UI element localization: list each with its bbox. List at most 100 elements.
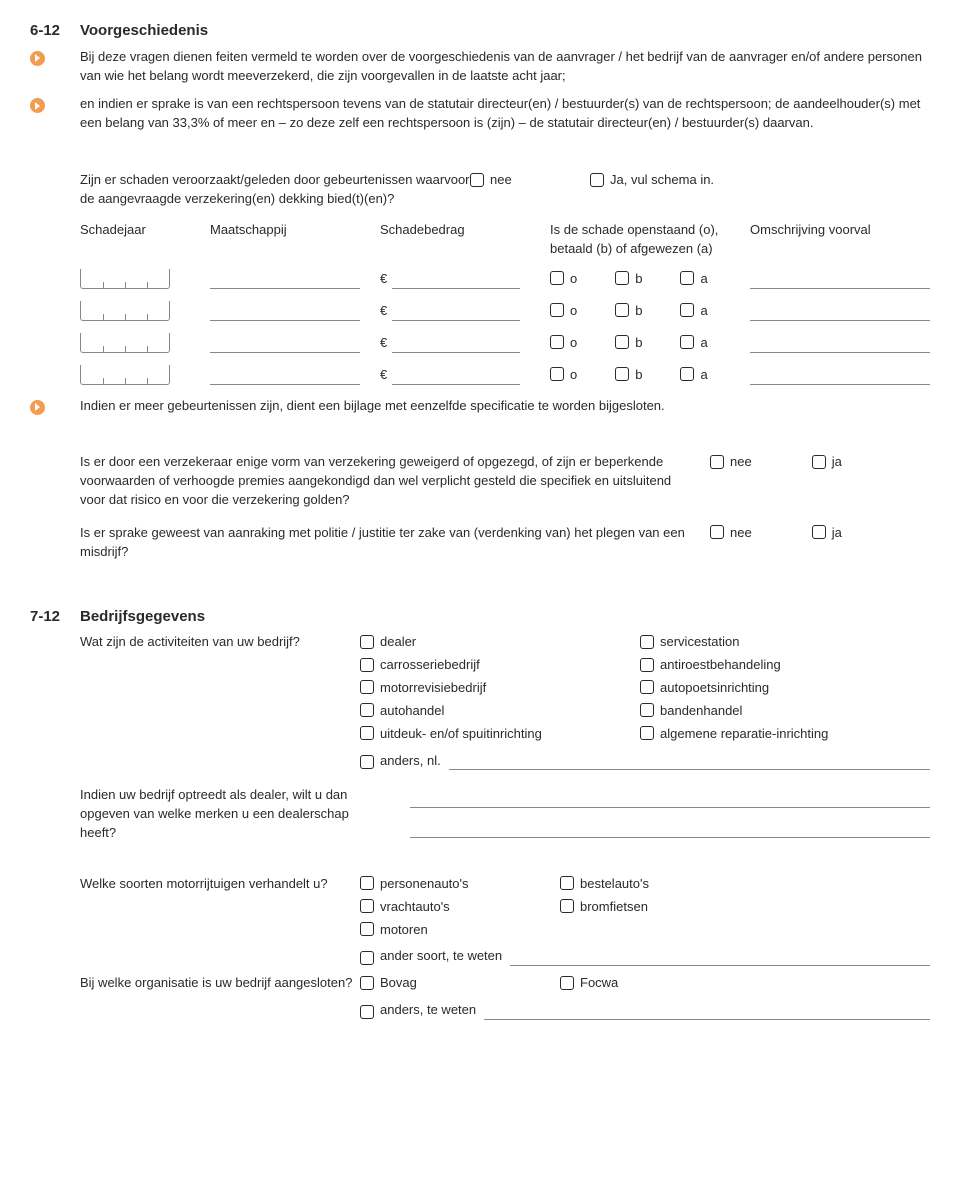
checkbox-a[interactable] (680, 335, 694, 349)
label-nee: nee (730, 453, 752, 472)
checkbox-ja-schema[interactable] (590, 173, 604, 187)
table-row: € o b a (80, 365, 930, 385)
label-b: b (635, 334, 642, 353)
label-b: b (635, 270, 642, 289)
hdr-maatschappij: Maatschappij (210, 221, 380, 259)
checkbox-vrachtauto[interactable] (360, 899, 374, 913)
label-anders-teweten: anders, te weten (380, 1001, 476, 1020)
bedrag-input[interactable] (392, 303, 520, 321)
checkbox-o[interactable] (550, 335, 564, 349)
label-ja-schema: Ja, vul schema in. (610, 172, 714, 187)
checkbox-nee[interactable] (710, 455, 724, 469)
label-nee: nee (730, 524, 752, 543)
checkbox-banden[interactable] (640, 703, 654, 717)
opt-dealer: dealer (380, 633, 416, 652)
maatschappij-input[interactable] (210, 335, 360, 353)
checkbox-bestelauto[interactable] (560, 876, 574, 890)
bedrag-input[interactable] (392, 367, 520, 385)
schaden-question: Zijn er schaden veroorzaakt/geleden door… (80, 171, 470, 209)
checkbox-antiroest[interactable] (640, 658, 654, 672)
checkbox-ja[interactable] (812, 455, 826, 469)
year-input[interactable] (80, 269, 170, 289)
checkbox-anders-nl[interactable] (360, 755, 374, 769)
bedrag-input[interactable] (392, 335, 520, 353)
checkbox-bromfiets[interactable] (560, 899, 574, 913)
year-input[interactable] (80, 333, 170, 353)
label-anders-nl: anders, nl. (380, 752, 441, 771)
opt-bromfiets: bromfietsen (580, 898, 648, 917)
checkbox-anders-teweten[interactable] (360, 1005, 374, 1019)
activiteiten-question: Wat zijn de activiteiten van uw bedrijf? (80, 633, 360, 747)
politie-question: Is er sprake geweest van aanraking met p… (80, 524, 710, 562)
checkbox-b[interactable] (615, 271, 629, 285)
section-title: Bedrijfsgegevens (80, 606, 205, 628)
checkbox-servicestation[interactable] (640, 635, 654, 649)
omschrijving-input[interactable] (750, 335, 930, 353)
arrow-bullet-icon (30, 98, 45, 113)
checkbox-autopoets[interactable] (640, 680, 654, 694)
arrow-bullet-icon (30, 51, 45, 66)
checkbox-a[interactable] (680, 271, 694, 285)
verzekeraar-question: Is er door een verzekeraar enige vorm va… (80, 453, 710, 510)
euro-symbol: € (380, 366, 392, 385)
opt-servicestation: servicestation (660, 633, 739, 652)
checkbox-ja[interactable] (812, 525, 826, 539)
checkbox-motorrevisie[interactable] (360, 680, 374, 694)
checkbox-ander-soort[interactable] (360, 951, 374, 965)
checkbox-personenauto[interactable] (360, 876, 374, 890)
organisatie-question: Bij welke organisatie is uw bedrijf aang… (80, 974, 360, 997)
label-ja: ja (832, 524, 842, 543)
checkbox-carrosserie[interactable] (360, 658, 374, 672)
checkbox-autohandel[interactable] (360, 703, 374, 717)
checkbox-o[interactable] (550, 271, 564, 285)
checkbox-o[interactable] (550, 303, 564, 317)
omschrijving-input[interactable] (750, 271, 930, 289)
anders-teweten-input[interactable] (484, 1004, 930, 1020)
checkbox-focwa[interactable] (560, 976, 574, 990)
arrow-bullet-icon (30, 400, 45, 415)
dealer-merk-input[interactable] (410, 816, 930, 838)
opt-autopoets: autopoetsinrichting (660, 679, 769, 698)
year-input[interactable] (80, 365, 170, 385)
checkbox-b[interactable] (615, 367, 629, 381)
hdr-omschrijving: Omschrijving voorval (750, 221, 930, 259)
dealer-merk-input[interactable] (410, 786, 930, 808)
opt-personenauto: personenauto's (380, 875, 469, 894)
checkbox-a[interactable] (680, 367, 694, 381)
checkbox-nee[interactable] (710, 525, 724, 539)
euro-symbol: € (380, 270, 392, 289)
label-a: a (700, 334, 707, 353)
checkbox-b[interactable] (615, 303, 629, 317)
maatschappij-input[interactable] (210, 367, 360, 385)
table-row: € o b a (80, 269, 930, 289)
opt-autohandel: autohandel (380, 702, 444, 721)
checkbox-o[interactable] (550, 367, 564, 381)
checkbox-motoren[interactable] (360, 922, 374, 936)
checkbox-b[interactable] (615, 335, 629, 349)
checkbox-bovag[interactable] (360, 976, 374, 990)
year-input[interactable] (80, 301, 170, 321)
opt-carrosserie: carrosseriebedrijf (380, 656, 480, 675)
checkbox-uitdeuk[interactable] (360, 726, 374, 740)
checkbox-dealer[interactable] (360, 635, 374, 649)
anders-nl-input[interactable] (449, 754, 930, 770)
checkbox-a[interactable] (680, 303, 694, 317)
maatschappij-input[interactable] (210, 271, 360, 289)
opt-motorrevisie: motorrevisiebedrijf (380, 679, 486, 698)
omschrijving-input[interactable] (750, 303, 930, 321)
label-nee: nee (490, 172, 512, 187)
hdr-schadebedrag: Schadebedrag (380, 221, 550, 259)
label-a: a (700, 366, 707, 385)
checkbox-reparatie[interactable] (640, 726, 654, 740)
ander-soort-input[interactable] (510, 950, 930, 966)
opt-bovag: Bovag (380, 974, 417, 993)
label-o: o (570, 270, 577, 289)
opt-motoren: motoren (380, 921, 428, 940)
label-ander-soort: ander soort, te weten (380, 947, 502, 966)
bedrag-input[interactable] (392, 271, 520, 289)
label-ja: ja (832, 453, 842, 472)
checkbox-nee[interactable] (470, 173, 484, 187)
maatschappij-input[interactable] (210, 303, 360, 321)
dealer-question: Indien uw bedrijf optreedt als dealer, w… (80, 786, 360, 843)
omschrijving-input[interactable] (750, 367, 930, 385)
